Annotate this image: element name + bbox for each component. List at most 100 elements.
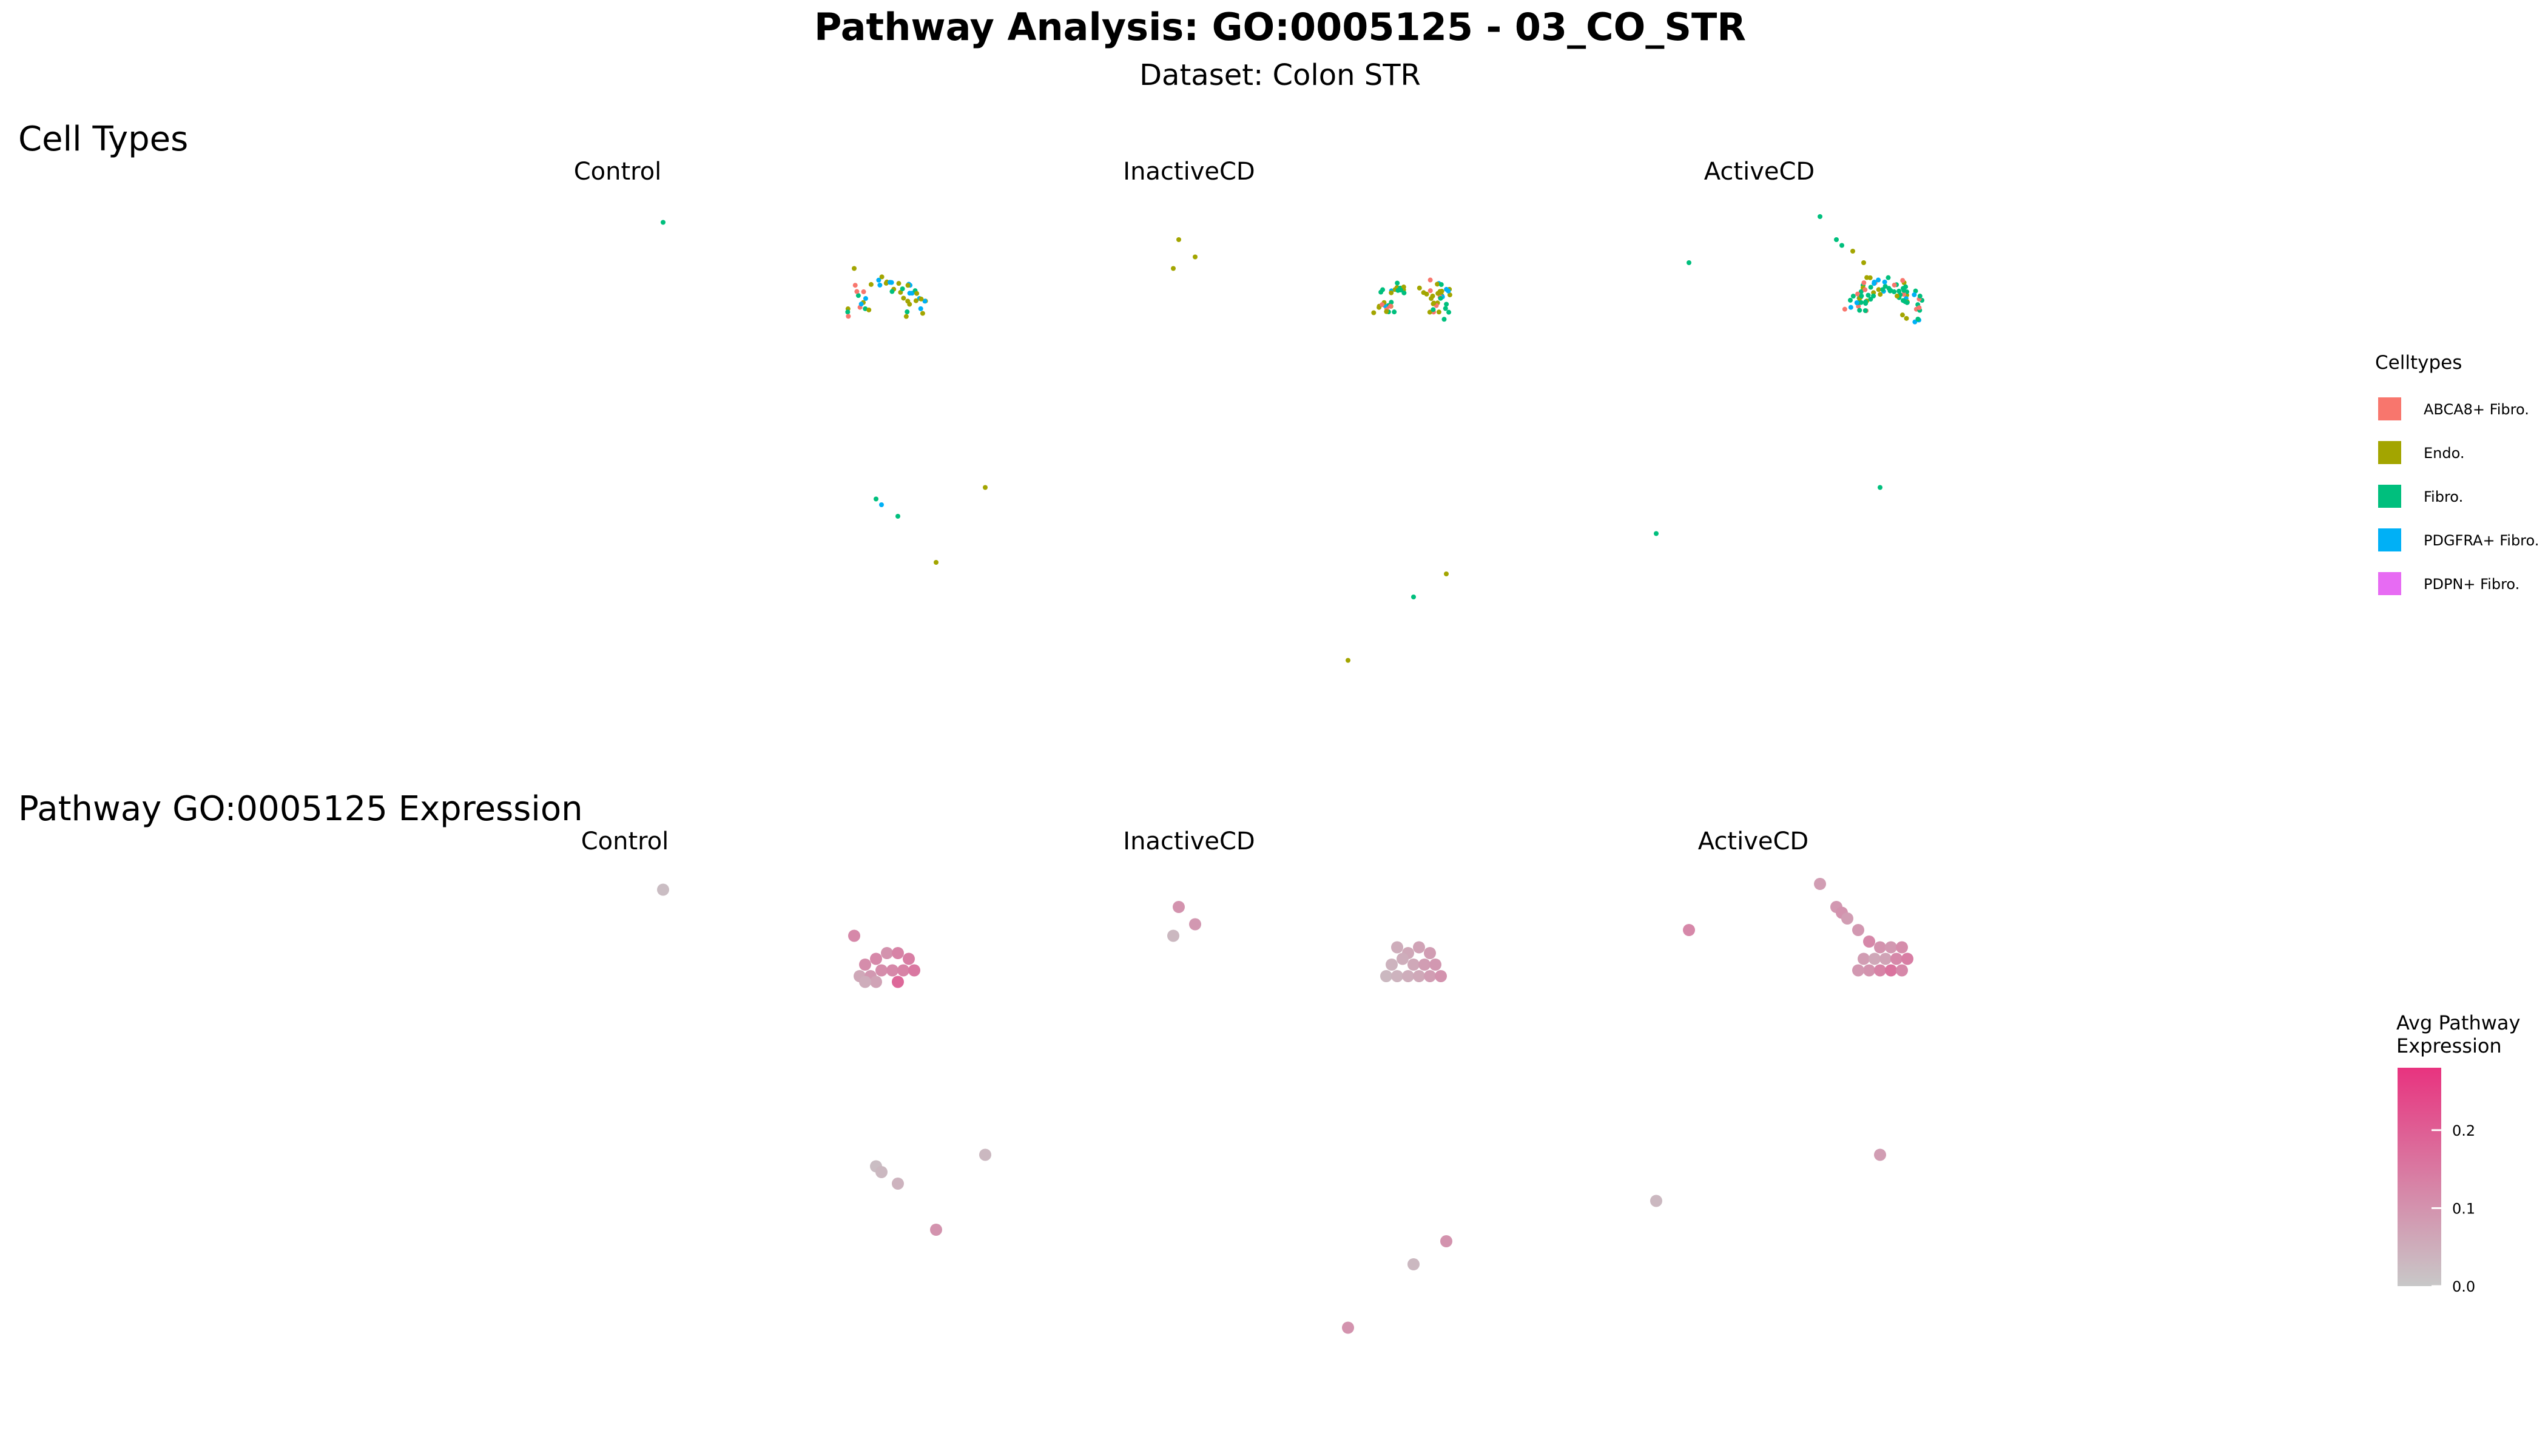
expr-point-inactivecd-8 bbox=[1397, 952, 1409, 965]
cell-cluster-point-activecd-51 bbox=[1871, 293, 1876, 298]
expression-legend-title-line2: Expression bbox=[2396, 1034, 2502, 1057]
cell-cluster-point-control-42 bbox=[887, 280, 892, 285]
cell-cluster-point-inactivecd-57 bbox=[1389, 290, 1394, 295]
cell-point-activecd-7 bbox=[1654, 531, 1659, 536]
expr-point-activecd-19 bbox=[1852, 964, 1864, 977]
cell-cluster-point-inactivecd-51 bbox=[1435, 281, 1440, 287]
expr-point-control-18 bbox=[892, 1178, 904, 1190]
cell-cluster-point-control-19 bbox=[898, 289, 903, 295]
cell-cluster-point-activecd-12 bbox=[1899, 312, 1905, 318]
cell-cluster-point-activecd-18 bbox=[1901, 292, 1907, 297]
celltype-legend-label-1: Endo. bbox=[2424, 445, 2465, 462]
cell-cluster-point-inactivecd-33 bbox=[1378, 289, 1384, 295]
expression-scatter bbox=[657, 878, 1913, 1334]
cell-cluster-point-control-18 bbox=[863, 296, 868, 302]
expr-point-activecd-20 bbox=[1874, 1148, 1886, 1161]
cell-cluster-point-activecd-70 bbox=[1903, 284, 1909, 289]
cell-cluster-point-activecd-38 bbox=[1892, 282, 1897, 288]
cell-cluster-point-activecd-32 bbox=[1876, 277, 1881, 283]
cell-cluster-point-control-1 bbox=[876, 277, 881, 283]
cell-point-control-6 bbox=[934, 560, 939, 565]
cell-cluster-point-activecd-71 bbox=[1901, 288, 1907, 293]
cell-cluster-point-activecd-39 bbox=[1848, 305, 1853, 310]
expr-point-inactivecd-6 bbox=[1424, 947, 1436, 959]
cell-cluster-point-activecd-37 bbox=[1863, 299, 1869, 305]
facet-label-celltypes-inactivecd: InactiveCD bbox=[1123, 158, 1255, 186]
expr-point-inactivecd-20 bbox=[1342, 1321, 1354, 1334]
cell-point-inactivecd-3 bbox=[1411, 595, 1416, 599]
cell-cluster-point-inactivecd-50 bbox=[1441, 317, 1447, 322]
cell-cluster-point-activecd-63 bbox=[1850, 294, 1856, 299]
expression-legend-title-line1: Avg Pathway bbox=[2396, 1011, 2520, 1034]
cell-cluster-point-activecd-8 bbox=[1861, 280, 1867, 286]
cell-cluster-point-control-41 bbox=[854, 289, 860, 294]
facet-label-expression-inactivecd: InactiveCD bbox=[1123, 827, 1255, 855]
cell-cluster-point-inactivecd-11 bbox=[1392, 309, 1397, 315]
cell-point-inactivecd-1 bbox=[1193, 254, 1198, 260]
cell-cluster-point-activecd-41 bbox=[1876, 287, 1881, 292]
section-title-expression: Pathway GO:0005125 Expression bbox=[18, 789, 583, 829]
cell-cluster-point-inactivecd-54 bbox=[1431, 300, 1437, 306]
expr-point-activecd-11 bbox=[1869, 952, 1881, 965]
expr-point-control-0 bbox=[657, 883, 669, 896]
expr-point-control-14 bbox=[892, 976, 904, 988]
cell-point-control-3 bbox=[879, 502, 884, 507]
cell-cluster-point-inactivecd-56 bbox=[1401, 290, 1407, 295]
expr-point-inactivecd-5 bbox=[1413, 941, 1425, 954]
cell-cluster-point-activecd-66 bbox=[1896, 288, 1902, 294]
expr-point-inactivecd-2 bbox=[1167, 929, 1179, 942]
cell-point-inactivecd-2 bbox=[1171, 266, 1176, 271]
expr-point-control-9 bbox=[875, 964, 888, 977]
colorbar-tick-label-1: 0.1 bbox=[2452, 1200, 2475, 1217]
cell-cluster-point-control-21 bbox=[845, 309, 851, 315]
expr-point-activecd-21 bbox=[1650, 1195, 1662, 1207]
celltype-legend-label-4: PDPN+ Fibro. bbox=[2424, 576, 2519, 593]
expr-point-activecd-1 bbox=[1814, 878, 1826, 890]
cell-cluster-point-control-31 bbox=[866, 307, 872, 312]
celltype-legend-title: Celltypes bbox=[2375, 352, 2462, 374]
cell-cluster-point-activecd-50 bbox=[1862, 287, 1868, 292]
colorbar-tick-label-2: 0.2 bbox=[2452, 1122, 2475, 1139]
expr-point-inactivecd-19 bbox=[1440, 1235, 1452, 1247]
expr-point-activecd-14 bbox=[1901, 952, 1913, 965]
expression-colorbar bbox=[2398, 1068, 2441, 1286]
cell-cluster-point-control-27 bbox=[846, 314, 851, 319]
cell-cluster-point-inactivecd-36 bbox=[1438, 295, 1443, 301]
cell-cluster-point-control-35 bbox=[889, 289, 895, 294]
cell-cluster-point-activecd-79 bbox=[1857, 308, 1862, 313]
cell-cluster-point-control-2 bbox=[852, 283, 858, 288]
cell-point-activecd-4 bbox=[1850, 249, 1855, 254]
cell-cluster-point-activecd-64 bbox=[1855, 291, 1861, 297]
cell-cluster-point-activecd-69 bbox=[1917, 294, 1923, 299]
cell-cluster-point-inactivecd-48 bbox=[1387, 303, 1393, 309]
cell-cluster-point-inactivecd-25 bbox=[1384, 309, 1389, 314]
cell-point-activecd-1 bbox=[1818, 214, 1822, 219]
cell-point-activecd-0 bbox=[1687, 260, 1691, 265]
cell-cluster-point-control-10 bbox=[896, 281, 902, 286]
cell-cluster-point-control-14 bbox=[918, 306, 923, 311]
expr-point-control-11 bbox=[897, 964, 909, 977]
expr-point-activecd-5 bbox=[1852, 924, 1864, 936]
cell-point-activecd-2 bbox=[1834, 237, 1839, 242]
cell-cluster-point-control-9 bbox=[913, 298, 918, 303]
expr-point-control-20 bbox=[930, 1224, 942, 1236]
cell-cluster-point-activecd-77 bbox=[1854, 300, 1859, 306]
expr-point-inactivecd-17 bbox=[1435, 970, 1447, 982]
cell-cluster-point-inactivecd-32 bbox=[1401, 285, 1406, 290]
cell-point-activecd-3 bbox=[1839, 243, 1844, 248]
cell-cluster-point-activecd-74 bbox=[1915, 316, 1921, 322]
cell-cluster-point-inactivecd-59 bbox=[1431, 307, 1436, 312]
expr-point-activecd-4 bbox=[1841, 912, 1853, 925]
cell-point-inactivecd-0 bbox=[1176, 237, 1181, 242]
cell-cluster-point-control-38 bbox=[914, 291, 920, 296]
facet-label-celltypes-activecd: ActiveCD bbox=[1704, 158, 1815, 186]
cell-cluster-point-control-43 bbox=[879, 274, 885, 280]
celltype-scatter bbox=[661, 214, 1925, 663]
expr-point-inactivecd-16 bbox=[1424, 970, 1436, 982]
expr-point-activecd-16 bbox=[1874, 964, 1886, 977]
cell-point-control-1 bbox=[852, 266, 857, 271]
expr-point-control-10 bbox=[886, 964, 898, 977]
cell-cluster-point-inactivecd-34 bbox=[1395, 280, 1400, 286]
cell-cluster-point-control-37 bbox=[905, 298, 911, 304]
cell-cluster-point-activecd-36 bbox=[1886, 275, 1891, 280]
